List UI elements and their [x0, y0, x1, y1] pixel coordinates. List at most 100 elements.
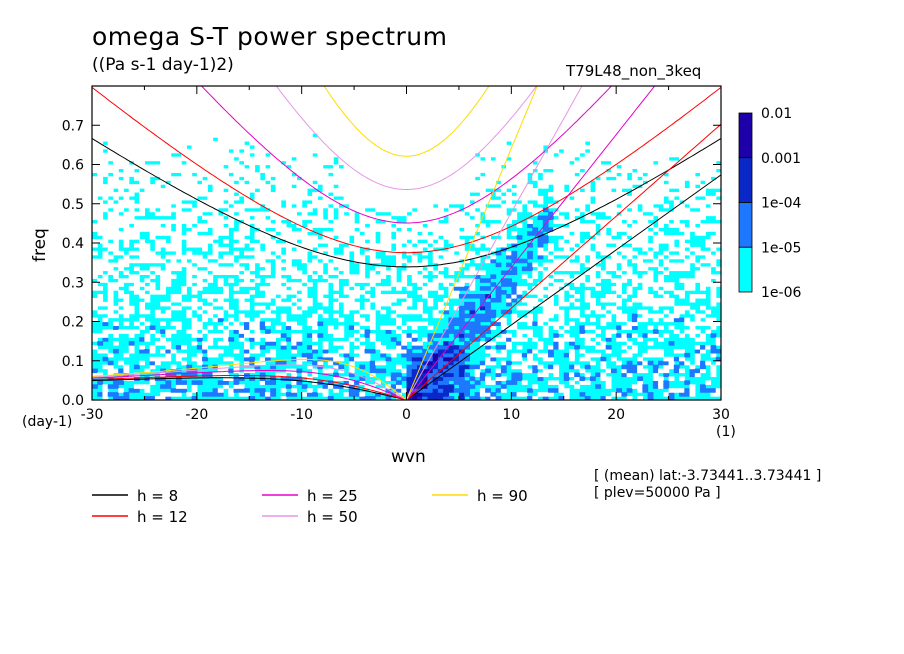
- power-cell: [396, 89, 402, 95]
- power-cell: [448, 168, 455, 173]
- power-cell: [149, 290, 156, 295]
- power-cell: [296, 376, 303, 381]
- power-cell: [558, 388, 565, 393]
- power-cell: [343, 144, 350, 150]
- power-cell: [396, 105, 402, 111]
- power-cell: [490, 160, 497, 166]
- power-cell: [128, 376, 135, 381]
- power-cell: [427, 207, 434, 213]
- power-cell: [254, 348, 261, 354]
- power-cell: [338, 152, 345, 158]
- power-cell: [485, 97, 491, 103]
- power-cell: [532, 121, 539, 126]
- power-cell: [275, 223, 282, 228]
- power-cell: [306, 144, 313, 150]
- power-cell: [422, 109, 429, 115]
- power-cell: [244, 191, 250, 197]
- power-cell: [333, 270, 339, 275]
- power-cell: [396, 329, 402, 334]
- power-cell: [296, 243, 303, 248]
- power-cell: [516, 372, 523, 378]
- power-cell: [285, 215, 292, 221]
- power-cell: [380, 129, 387, 134]
- power-cell: [249, 93, 256, 99]
- power-cell: [107, 286, 114, 291]
- power-cell: [322, 144, 329, 150]
- power-cell: [432, 396, 439, 400]
- power-cell: [254, 86, 261, 91]
- power-cell: [217, 117, 224, 122]
- power-cell: [107, 297, 114, 303]
- power-cell: [139, 258, 146, 264]
- power-cell: [238, 317, 245, 323]
- power-cell: [254, 305, 261, 311]
- power-cell: [495, 231, 502, 236]
- power-cell: [348, 93, 355, 99]
- power-cell: [112, 384, 119, 389]
- power-cell: [92, 368, 98, 374]
- power-cell: [217, 372, 224, 378]
- power-cell: [474, 329, 481, 334]
- power-cell: [212, 215, 219, 221]
- power-cell: [317, 254, 324, 260]
- power-cell: [170, 125, 177, 130]
- power-cell: [160, 203, 166, 209]
- power-cell: [212, 113, 219, 118]
- power-cell: [128, 191, 135, 197]
- power-cell: [264, 97, 271, 103]
- power-cell: [249, 129, 256, 134]
- power-cell: [118, 368, 125, 374]
- power-cell: [270, 164, 277, 170]
- power-cell: [123, 184, 130, 189]
- power-cell: [375, 184, 381, 189]
- power-cell: [348, 356, 355, 362]
- power-cell: [202, 305, 208, 311]
- power-cell: [369, 396, 376, 400]
- power-cell: [144, 199, 151, 205]
- power-cell: [500, 109, 507, 115]
- power-cell: [506, 215, 512, 221]
- power-cell: [553, 195, 560, 201]
- power-cell: [107, 184, 114, 189]
- power-cell: [448, 97, 455, 103]
- power-cell: [97, 125, 104, 130]
- power-cell: [118, 290, 125, 295]
- power-cell: [432, 243, 439, 248]
- power-cell: [416, 321, 423, 327]
- power-cell: [511, 372, 518, 378]
- power-cell: [270, 113, 277, 118]
- power-cell: [380, 188, 387, 193]
- power-cell: [516, 121, 523, 126]
- power-cell: [490, 392, 497, 397]
- power-cell: [165, 188, 172, 193]
- power-cell: [186, 191, 193, 197]
- power-cell: [443, 341, 450, 346]
- power-cell: [217, 333, 224, 338]
- power-cell: [469, 321, 476, 327]
- power-cell: [312, 129, 318, 134]
- power-cell: [437, 305, 444, 311]
- power-cell: [527, 156, 533, 162]
- power-cell: [521, 191, 528, 197]
- power-cell: [285, 168, 292, 173]
- power-cell: [291, 152, 298, 158]
- power-cell: [223, 329, 229, 334]
- power-cell: [380, 125, 387, 130]
- power-cell: [422, 372, 429, 378]
- power-cell: [128, 148, 135, 154]
- power-cell: [432, 258, 439, 264]
- power-cell: [354, 388, 360, 393]
- power-cell: [170, 243, 177, 248]
- power-cell: [118, 266, 125, 272]
- power-cell: [511, 270, 518, 275]
- power-cell: [233, 294, 240, 299]
- power-cell: [264, 262, 271, 268]
- power-cell: [375, 286, 381, 291]
- power-cell: [154, 89, 161, 95]
- power-cell: [437, 258, 444, 264]
- power-cell: [217, 129, 224, 134]
- power-cell: [202, 348, 208, 354]
- power-cell: [280, 117, 287, 122]
- power-cell: [458, 140, 465, 146]
- power-cell: [291, 333, 298, 338]
